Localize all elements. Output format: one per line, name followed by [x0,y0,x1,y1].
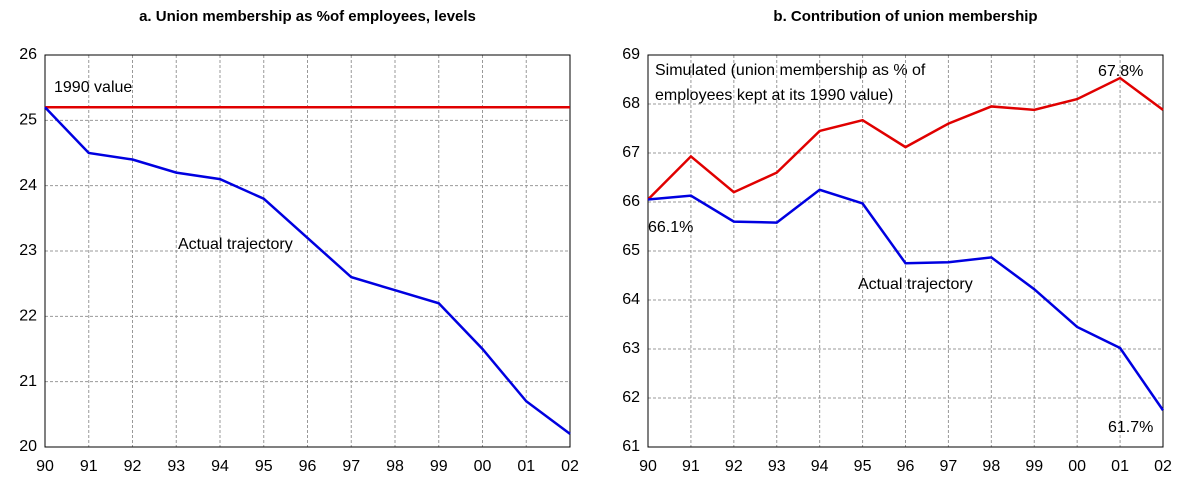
x-tick-label: 93 [167,458,185,475]
series-line [44,106,571,435]
y-tick-label: 25 [19,112,37,129]
x-tick-label: 91 [682,458,700,475]
chart-title: a. Union membership as %of employees, le… [139,8,476,25]
y-tick-label: 24 [19,177,37,194]
annotation: employees kept at its 1990 value) [655,87,893,104]
y-tick-label: 61 [622,438,640,455]
y-tick-label: 22 [19,308,37,325]
y-tick-label: 63 [622,340,640,357]
annotation: 67.8% [1098,63,1143,80]
x-tick-label: 90 [36,458,54,475]
series-line [647,76,1164,201]
x-tick-label: 00 [474,458,492,475]
y-tick-label: 68 [622,95,640,112]
x-tick-label: 01 [1111,458,1129,475]
y-tick-label: 67 [622,144,640,161]
annotation: Simulated (union membership as % of [655,62,926,79]
x-tick-label: 90 [639,458,657,475]
y-tick-label: 62 [622,389,640,406]
chart-title: b. Contribution of union membership [773,8,1037,25]
x-tick-label: 91 [80,458,98,475]
x-tick-label: 98 [982,458,1000,475]
x-tick-label: 99 [430,458,448,475]
x-tick-label: 94 [211,458,229,475]
x-tick-label: 93 [768,458,786,475]
x-tick-label: 97 [940,458,958,475]
x-tick-label: 97 [342,458,360,475]
x-tick-label: 92 [725,458,743,475]
x-tick-label: 95 [854,458,872,475]
x-tick-label: 96 [897,458,915,475]
x-tick-label: 94 [811,458,829,475]
annotation: Actual trajectory [858,276,973,293]
x-tick-label: 00 [1068,458,1086,475]
y-tick-label: 66 [622,193,640,210]
y-tick-label: 26 [19,46,37,63]
y-tick-label: 23 [19,242,37,259]
series-line [647,188,1165,411]
x-tick-label: 02 [561,458,579,475]
annotation: 61.7% [1108,419,1153,436]
x-tick-label: 96 [299,458,317,475]
annotation: Actual trajectory [178,236,293,253]
x-tick-label: 01 [517,458,535,475]
x-tick-label: 02 [1154,458,1172,475]
y-tick-label: 20 [19,438,37,455]
y-tick-label: 69 [622,46,640,63]
x-tick-label: 98 [386,458,404,475]
y-tick-label: 64 [622,291,640,308]
annotation: 66.1% [648,219,693,236]
x-tick-label: 95 [255,458,273,475]
plot-frame [647,54,1164,448]
plot-frame [44,54,571,448]
y-tick-label: 21 [19,373,37,390]
x-tick-label: 99 [1025,458,1043,475]
annotation: 1990 value [54,79,132,96]
y-tick-label: 65 [622,242,640,259]
x-tick-label: 92 [124,458,142,475]
